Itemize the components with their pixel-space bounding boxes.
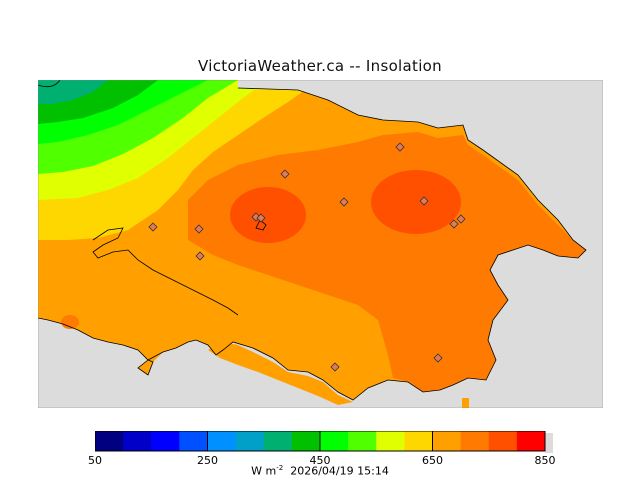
station-marker	[280, 169, 290, 179]
station-marker	[194, 224, 204, 234]
island-south-east	[208, 342, 353, 405]
sea-right	[238, 80, 603, 255]
station-marker	[433, 353, 443, 363]
colorbar-cell	[95, 431, 124, 451]
sea-right-lower	[468, 245, 603, 408]
colorbar-cell	[291, 431, 321, 451]
colorbar-tick-label: 650	[422, 454, 443, 467]
units-label: W m	[251, 464, 277, 478]
islet-small	[462, 398, 469, 408]
colorbar-cell	[516, 431, 546, 451]
units-timestamp-line: W m-2 2026/04/19 15:14	[0, 464, 640, 478]
islet-orange	[61, 315, 79, 329]
units-exponent: -2	[276, 464, 284, 472]
timestamp: 2026/04/19 15:14	[290, 464, 389, 478]
coastline-inlet	[92, 227, 239, 316]
colorbar	[95, 431, 553, 453]
colorbar-cell	[151, 431, 180, 451]
contour-band-750-east	[371, 170, 461, 234]
station-marker	[419, 196, 429, 206]
coastline	[38, 87, 587, 401]
colorbar-tick-label: 450	[309, 454, 331, 467]
station-marker	[395, 142, 405, 152]
colorbar-cell	[179, 431, 208, 451]
colorbar-cell	[123, 431, 152, 451]
colorbar-cell	[404, 431, 433, 451]
colorbar-cell	[263, 431, 293, 451]
colorbar-tick-label: 50	[88, 454, 102, 467]
colorbar-cell	[235, 431, 265, 451]
colorbar-cell	[432, 431, 462, 451]
colorbar-cell	[207, 431, 237, 451]
coastline-nw	[38, 80, 61, 88]
map-title: VictoriaWeather.ca -- Insolation	[198, 57, 442, 75]
colorbar-cell	[376, 431, 405, 451]
contour-band-750-west	[230, 187, 306, 243]
coastline-point	[255, 219, 267, 231]
station-marker	[256, 213, 266, 223]
colorbar-cell	[488, 431, 518, 451]
colorbar-tick-label: 850	[534, 454, 556, 467]
station-markers	[148, 142, 466, 372]
station-marker	[330, 362, 340, 372]
island-southwest	[38, 270, 223, 358]
station-marker	[456, 214, 466, 224]
colorbar-cell	[460, 431, 490, 451]
colorbar-tick-label: 250	[197, 454, 218, 467]
colorbar-cell	[320, 431, 349, 451]
colorbar-shadow	[545, 433, 553, 453]
coastline-island	[137, 359, 154, 376]
station-marker	[195, 251, 205, 261]
station-marker	[449, 219, 459, 229]
station-marker	[339, 197, 349, 207]
station-marker	[148, 222, 158, 232]
insolation-map	[38, 80, 603, 408]
contour-band-350-nw	[38, 80, 108, 104]
colorbar-cell	[348, 431, 377, 451]
